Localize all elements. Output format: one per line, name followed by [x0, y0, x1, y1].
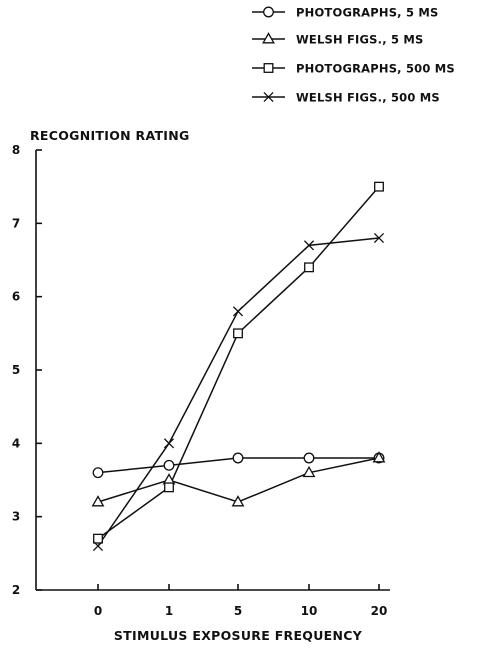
legend-marker-circle: [263, 6, 274, 18]
triangle-point-5: [231, 495, 245, 507]
legend-label-square: PHOTOGRAPHS, 500 MS: [296, 62, 455, 76]
square-point-10: [304, 262, 314, 273]
axes: 2 3 4 5 6 7 8 0 1 5 10 20: [12, 143, 390, 618]
x-tick-label-0: 0: [94, 604, 102, 618]
y-tick-label-4: 4: [12, 436, 20, 450]
square-point-20: [374, 181, 384, 192]
triangle-point-0: [91, 495, 105, 507]
legend-item-x: WELSH FIGS., 500 MS: [252, 91, 440, 105]
y-tick-label-6: 6: [12, 290, 20, 304]
x-point-20: [373, 232, 385, 244]
y-tick-label-7: 7: [12, 216, 20, 230]
y-tick-label-5: 5: [12, 363, 20, 377]
legend: PHOTOGRAPHS, 5 MS WELSH FIGS., 5 MS PHOTOG…: [252, 6, 455, 105]
series-markers-square: [93, 181, 384, 544]
x-point-1: [163, 438, 175, 449]
legend-label-x: WELSH FIGS., 500 MS: [296, 91, 440, 105]
series-line-triangle: [97, 457, 380, 503]
series-markers-x: [92, 232, 385, 552]
square-point-0: [93, 533, 103, 544]
y-tick-label-8: 8: [12, 143, 20, 157]
x-tick-label-20: 20: [371, 604, 388, 618]
series-triangle: [97, 457, 380, 503]
legend-label-triangle: WELSH FIGS., 5 MS: [296, 33, 424, 47]
circle-point-5: [232, 452, 244, 464]
y-tick-label-3: 3: [12, 510, 20, 524]
x-axis-title: STIMULUS EXPOSURE FREQUENCY: [114, 628, 363, 643]
triangle-point-10: [302, 465, 316, 478]
x-point-5: [232, 306, 244, 317]
y-axis-title: RECOGNITION RATING: [30, 128, 190, 143]
x-tick-label-1: 1: [165, 604, 173, 618]
x-tick-label-5: 5: [234, 604, 242, 618]
y-tick-label-2: 2: [12, 583, 20, 597]
series-markers-triangle: [91, 451, 386, 507]
x-tick-label-10: 10: [301, 604, 318, 618]
triangle-point-20: [372, 451, 386, 463]
series-markers-circle: [92, 452, 385, 479]
legend-marker-x: [263, 91, 274, 103]
legend-item-circle: PHOTOGRAPHS, 5 MS: [252, 6, 438, 20]
legend-marker-square: [263, 63, 274, 73]
legend-item-square: PHOTOGRAPHS, 500 MS: [252, 62, 455, 76]
circle-point-1: [163, 459, 175, 471]
legend-marker-triangle: [262, 32, 275, 44]
x-point-10: [303, 240, 315, 251]
x-point-0: [92, 540, 104, 552]
square-point-1: [164, 482, 174, 493]
legend-label-circle: PHOTOGRAPHS, 5 MS: [296, 6, 438, 20]
series-layer: [91, 181, 386, 552]
circle-point-0: [92, 467, 104, 479]
legend-item-triangle: WELSH FIGS., 5 MS: [252, 32, 424, 47]
circle-point-10: [303, 452, 315, 464]
square-point-5: [233, 328, 243, 339]
